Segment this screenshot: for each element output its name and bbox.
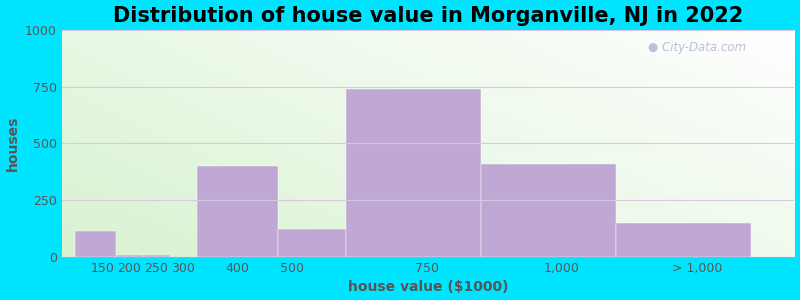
Bar bbox=[143, 255, 170, 257]
Title: Distribution of house value in Morganville, NJ in 2022: Distribution of house value in Morganvil… bbox=[113, 6, 743, 26]
Bar bbox=[616, 223, 751, 257]
Bar bbox=[116, 255, 143, 257]
Y-axis label: houses: houses bbox=[6, 116, 19, 171]
Bar bbox=[278, 229, 346, 257]
Text: ● City-Data.com: ● City-Data.com bbox=[648, 41, 746, 54]
Bar bbox=[197, 166, 278, 257]
Bar bbox=[346, 89, 481, 257]
X-axis label: house value ($1000): house value ($1000) bbox=[348, 280, 508, 294]
Bar bbox=[481, 164, 616, 257]
Bar bbox=[75, 231, 116, 257]
